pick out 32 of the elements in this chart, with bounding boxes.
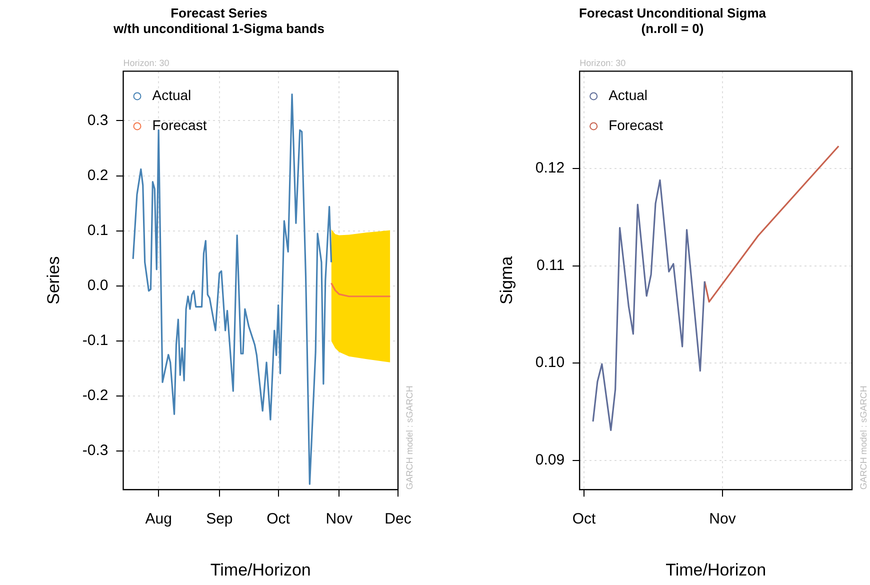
y-tick-label: -0.1: [82, 332, 108, 350]
x-axis-title: Time/Horizon: [666, 560, 766, 580]
x-tick-label: Dec: [384, 510, 412, 528]
y-axis-title: Sigma: [496, 256, 516, 304]
text: Horizon: 30: [580, 58, 626, 68]
legend-label: Actual: [152, 87, 192, 104]
y-tick-label: 0.3: [87, 112, 108, 129]
legend-label: Forecast: [608, 117, 664, 134]
y-tick-label: 0.11: [536, 256, 565, 274]
y-tick-label: 0.12: [535, 160, 565, 177]
x-tick-label: Oct: [266, 510, 291, 528]
chart-title: Forecast Series w/th unconditional 1-Sigma bands: [112, 5, 324, 36]
text: GARCH model : sGARCH: [404, 386, 414, 490]
legend-label: Forecast: [152, 117, 207, 134]
y-tick-label: -0.2: [82, 387, 108, 404]
text: Horizon: 30: [123, 58, 170, 68]
x-tick-label: Nov: [326, 510, 353, 528]
y-tick-label: 0.10: [535, 354, 565, 372]
x-axis-title: Time/Horizon: [210, 560, 311, 580]
chart-title: Forecast Unconditional Sigma (n.roll = 0): [578, 5, 767, 36]
x-tick-label: Nov: [709, 510, 736, 528]
y-tick-label: -0.3: [82, 442, 108, 460]
y-tick-label: 0.0: [87, 277, 108, 294]
x-tick-label: Oct: [572, 510, 597, 528]
x-tick-label: Aug: [145, 510, 172, 528]
y-tick-label: 0.2: [87, 166, 108, 184]
y-axis-title: Series: [44, 256, 63, 304]
legend-label: Actual: [608, 87, 648, 104]
y-tick-label: 0.09: [535, 452, 565, 469]
y-tick-label: 0.1: [87, 222, 108, 239]
text: GARCH model : sGARCH: [858, 386, 868, 490]
x-tick-label: Sep: [206, 510, 233, 528]
